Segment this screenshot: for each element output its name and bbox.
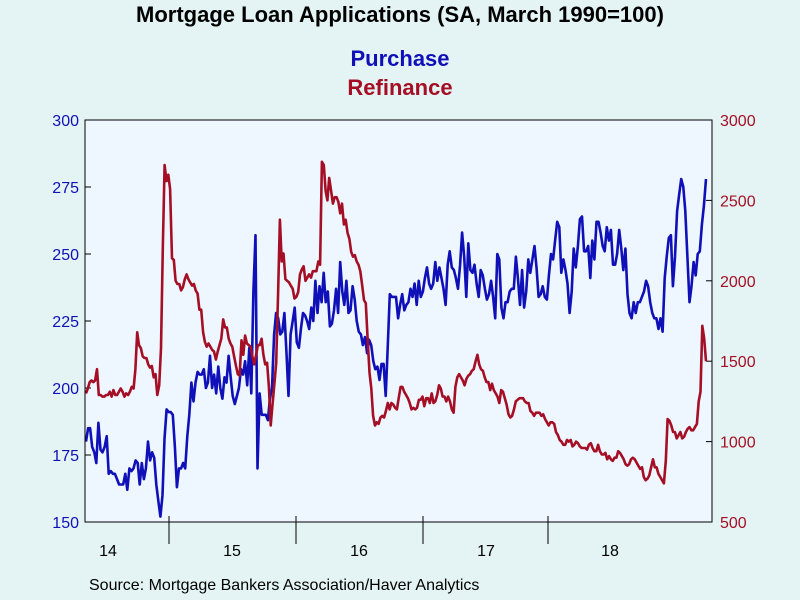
right-axis-tick-label: 2000 [720, 274, 756, 291]
right-axis-tick-label: 1000 [720, 435, 756, 452]
left-axis-tick-label: 250 [52, 247, 79, 264]
right-axis-tick-label: 3000 [720, 113, 756, 130]
series-line-purchase [84, 177, 708, 518]
x-axis-tick-label: 16 [350, 543, 368, 560]
chart-title: Mortgage Loan Applications (SA, March 19… [136, 2, 664, 27]
left-axis-tick-label: 275 [52, 180, 79, 197]
plot-area [85, 120, 712, 522]
right-axis-tick-label: 2500 [720, 193, 756, 210]
left-axis-tick-label: 175 [52, 448, 79, 465]
left-axis-tick-label: 150 [52, 515, 79, 532]
x-axis-tick-label: 18 [601, 543, 619, 560]
x-axis-tick-label: 17 [477, 543, 495, 560]
series-line-refinance [84, 160, 708, 485]
legend-refinance: Refinance [347, 75, 453, 100]
x-axis-tick-label: 15 [223, 543, 241, 560]
x-axis-tick-label: 14 [99, 543, 117, 560]
source-note: Source: Mortgage Bankers Association/Hav… [89, 577, 480, 594]
plot-frame [84, 119, 713, 523]
left-axis-tick-label: 225 [52, 314, 79, 331]
right-axis-tick-label: 1500 [720, 354, 756, 371]
right-axis-tick-label: 500 [720, 515, 747, 532]
left-axis-tick-label: 300 [52, 113, 79, 130]
legend-purchase: Purchase [350, 46, 450, 71]
left-axis-tick-label: 200 [52, 381, 79, 398]
